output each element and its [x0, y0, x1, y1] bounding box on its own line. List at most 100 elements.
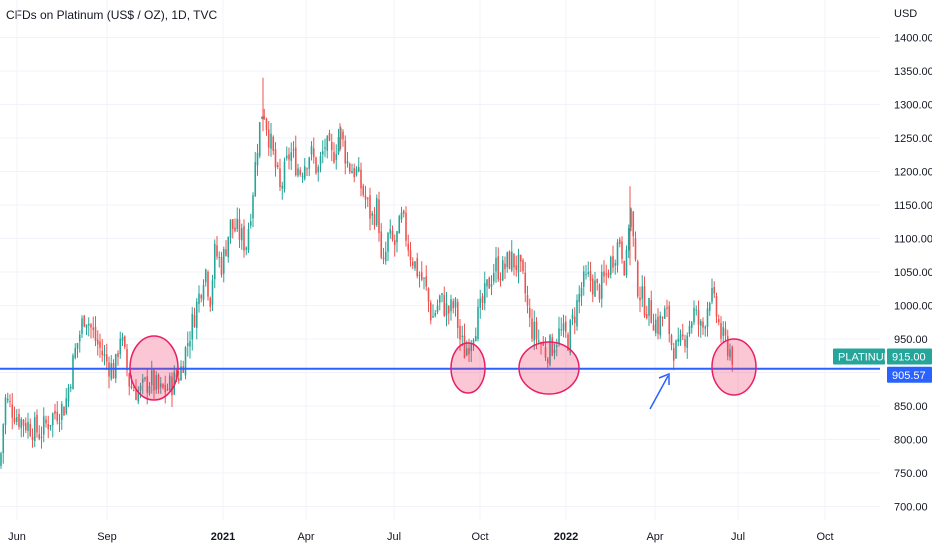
- y-tick-label: 1300.00: [894, 100, 932, 112]
- candle-body: [65, 398, 68, 414]
- candle-body: [247, 228, 250, 251]
- candle-body: [236, 218, 239, 230]
- candle-body: [220, 256, 223, 275]
- candle-body: [603, 271, 605, 277]
- candle-body: [189, 341, 191, 347]
- x-tick-label: Oct: [471, 531, 488, 543]
- candle-body: [54, 410, 56, 414]
- candle-body: [117, 353, 119, 357]
- candle-body: [384, 251, 387, 262]
- candle-body: [630, 208, 632, 228]
- candle-body: [364, 195, 367, 200]
- candle-body: [267, 129, 270, 148]
- candle-body: [513, 253, 515, 268]
- candle-body: [292, 149, 295, 151]
- candle-body: [722, 327, 725, 336]
- candle-body: [204, 269, 207, 283]
- candle-body: [63, 406, 65, 416]
- candle-body: [560, 329, 563, 331]
- candle-body: [139, 385, 142, 391]
- candle-body: [81, 318, 83, 334]
- y-tick-label: 950.00: [894, 334, 928, 346]
- candle-body: [434, 312, 437, 316]
- y-tick-label: 850.00: [894, 401, 928, 413]
- candle-body: [445, 303, 448, 316]
- candle-body: [229, 219, 232, 238]
- candle-body: [112, 363, 115, 379]
- candle-body: [699, 320, 702, 326]
- candle-body: [594, 280, 596, 297]
- chart-title: CFDs on Platinum (US$ / OZ), 1D, TVC: [6, 8, 218, 22]
- candle-body: [627, 228, 630, 251]
- candle-body: [380, 231, 383, 258]
- candle-body: [150, 370, 153, 386]
- candle-body: [144, 377, 146, 380]
- candle-body: [294, 147, 297, 176]
- candle-body: [328, 132, 331, 141]
- candle-body: [276, 164, 279, 167]
- candle-body: [492, 272, 495, 282]
- candle-body: [22, 419, 25, 426]
- candle-body: [452, 301, 455, 309]
- candle-body: [400, 212, 403, 220]
- candle-body: [234, 227, 236, 232]
- x-tick-label: Jun: [8, 531, 26, 543]
- candles: [0, 77, 734, 469]
- candle-body: [198, 293, 200, 305]
- candle-body: [425, 276, 428, 287]
- y-tick-label: 1400.00: [894, 33, 932, 45]
- candle-body: [357, 167, 360, 172]
- candle-body: [459, 325, 461, 340]
- candle-body: [209, 297, 212, 307]
- candle-body: [339, 128, 342, 140]
- candle-body: [407, 243, 410, 251]
- candle-body: [254, 162, 257, 196]
- candle-body: [27, 422, 29, 431]
- candle-body: [346, 161, 349, 164]
- candle-body: [6, 398, 9, 401]
- candle-body: [168, 375, 171, 390]
- x-tick-label: Oct: [816, 531, 833, 543]
- candle-body: [582, 271, 585, 287]
- candle-body: [562, 323, 565, 331]
- candle-body: [497, 256, 500, 280]
- candle-body: [123, 336, 126, 348]
- price-tag-name: PLATINUM: [838, 351, 893, 363]
- x-tick-label: Apr: [646, 531, 663, 543]
- y-axis-currency: USD: [894, 8, 917, 20]
- candle-body: [94, 326, 97, 342]
- candle-body: [180, 366, 182, 380]
- candle-body: [15, 417, 18, 422]
- candle-body: [688, 325, 691, 335]
- candle-body: [330, 142, 333, 150]
- candle-body: [636, 261, 639, 297]
- candle-body: [281, 185, 284, 189]
- candle-body: [558, 328, 560, 344]
- candle-body: [200, 295, 203, 299]
- candle-body: [540, 343, 542, 345]
- candle-body: [40, 436, 43, 438]
- candle-body: [591, 278, 594, 295]
- candle-body: [310, 146, 313, 155]
- candle-body: [20, 418, 23, 429]
- candle-body: [515, 265, 518, 270]
- candle-body: [639, 297, 641, 301]
- candle-body: [618, 239, 621, 244]
- candle-body: [36, 414, 38, 433]
- annotations: [129, 335, 757, 410]
- candle-body: [243, 226, 245, 251]
- candle-body: [263, 116, 266, 119]
- candle-body: [326, 136, 329, 151]
- candle-body: [157, 374, 160, 390]
- candle-body: [668, 305, 671, 335]
- candle-body: [202, 285, 205, 301]
- candle-body: [58, 422, 61, 424]
- candle-body: [9, 401, 11, 403]
- candle-body: [171, 376, 173, 396]
- candle-body: [24, 423, 27, 431]
- candle-body: [371, 213, 374, 216]
- candle-body: [398, 216, 401, 234]
- candle-body: [598, 284, 601, 300]
- x-tick-label: Jul: [387, 531, 401, 543]
- candle-body: [240, 228, 243, 241]
